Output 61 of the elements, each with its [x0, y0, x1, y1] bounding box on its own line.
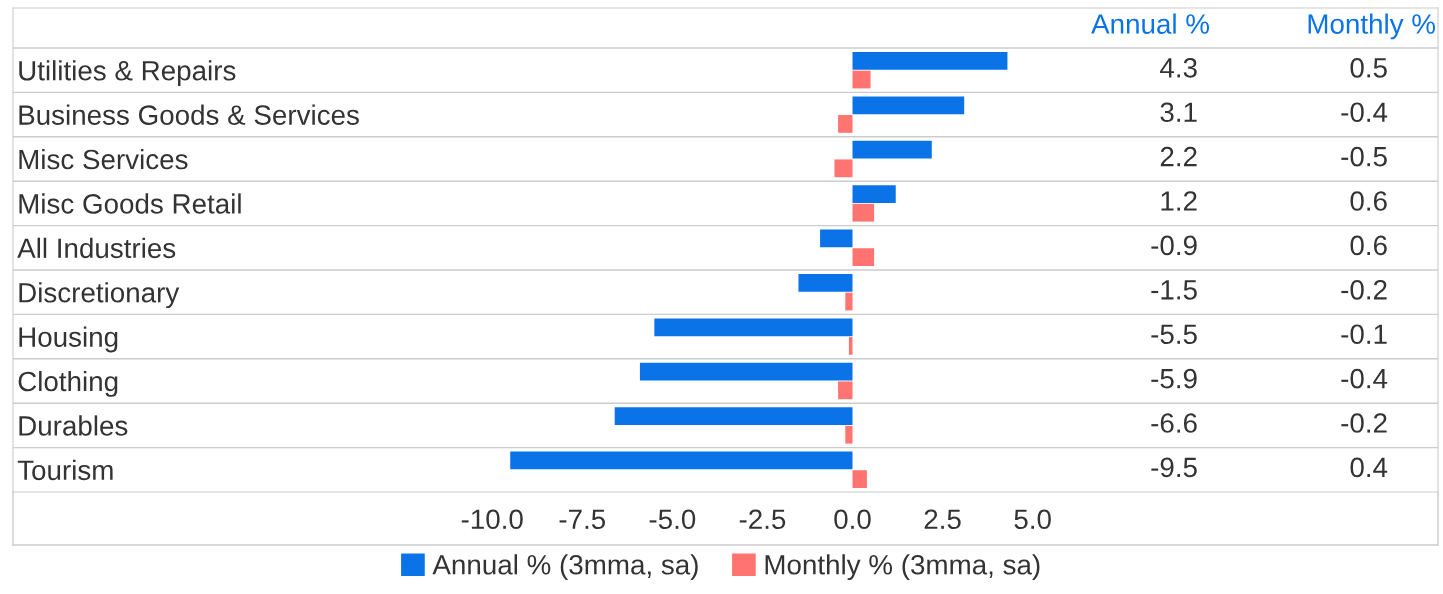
y-tick-label: Misc Services	[19, 148, 188, 170]
data-label: -1.5	[1151, 280, 1197, 300]
x-tick-label: -7.5	[559, 509, 606, 530]
data-label: -0.4	[1341, 102, 1388, 123]
data-label: -5.5	[1151, 324, 1197, 345]
data-label: -9.5	[1151, 457, 1197, 478]
data-label: 0.5	[1350, 57, 1387, 78]
x-tick-label: -2.5	[739, 509, 786, 530]
bar	[852, 52, 1008, 70]
bar	[838, 381, 853, 400]
bar	[852, 248, 875, 266]
y-tick-label: Tourism	[17, 459, 113, 481]
y-tick-label: Discretionary	[19, 282, 180, 309]
annotation: Annual %	[1091, 13, 1210, 34]
bar	[820, 229, 853, 248]
bar	[639, 362, 853, 381]
y-tick-label: All Industries	[17, 237, 176, 259]
data-label: 0.6	[1350, 191, 1387, 211]
bar	[845, 292, 853, 311]
data-label: 1.2	[1161, 191, 1197, 211]
data-label: -5.9	[1151, 368, 1197, 389]
annotation: Monthly %	[1308, 13, 1436, 40]
x-tick-label: 2.5	[924, 509, 961, 530]
data-label: 2.2	[1160, 146, 1197, 167]
x-tick-label: 0.0	[834, 509, 871, 530]
y-tick-label: Housing	[19, 326, 118, 353]
data-label: 0.4	[1350, 457, 1388, 478]
x-tick-label: -10.0	[461, 509, 523, 530]
legend-label: Monthly % (3mma, sa)	[765, 554, 1040, 581]
bar	[510, 451, 853, 470]
data-label: -0.2	[1341, 279, 1387, 300]
bar	[852, 185, 896, 203]
data-label: 3.1	[1160, 102, 1197, 123]
legend-label: Annual % (3mma, sa)	[432, 554, 698, 581]
y-tick-label: Durables	[19, 415, 128, 436]
data-label: -6.6	[1151, 413, 1197, 433]
x-tick-label: -5.0	[649, 509, 696, 530]
data-label: 0.6	[1350, 235, 1387, 256]
bar	[654, 318, 853, 337]
data-label: -0.2	[1341, 413, 1387, 433]
y-tick-label: Business Goods & Services	[19, 104, 359, 125]
y-tick-label: Utilities & Repairs	[19, 60, 236, 87]
y-tick-label: Clothing	[18, 370, 118, 397]
bar	[838, 115, 853, 133]
bar	[852, 70, 871, 89]
bar	[834, 159, 853, 178]
bar	[852, 140, 932, 159]
bar	[798, 274, 853, 292]
y-tick-label: Misc Goods Retail	[19, 193, 241, 214]
data-label: -0.1	[1341, 324, 1387, 345]
bar	[852, 470, 867, 488]
bar	[852, 203, 875, 222]
data-label: -0.5	[1341, 146, 1387, 167]
bar	[845, 425, 853, 444]
data-label: -0.9	[1151, 235, 1197, 256]
x-tick-label: 5.0	[1014, 509, 1051, 530]
data-label: 4.3	[1160, 57, 1197, 78]
data-label: -0.4	[1341, 368, 1388, 389]
bar	[848, 337, 853, 355]
bar	[614, 407, 853, 425]
bar	[852, 96, 965, 115]
